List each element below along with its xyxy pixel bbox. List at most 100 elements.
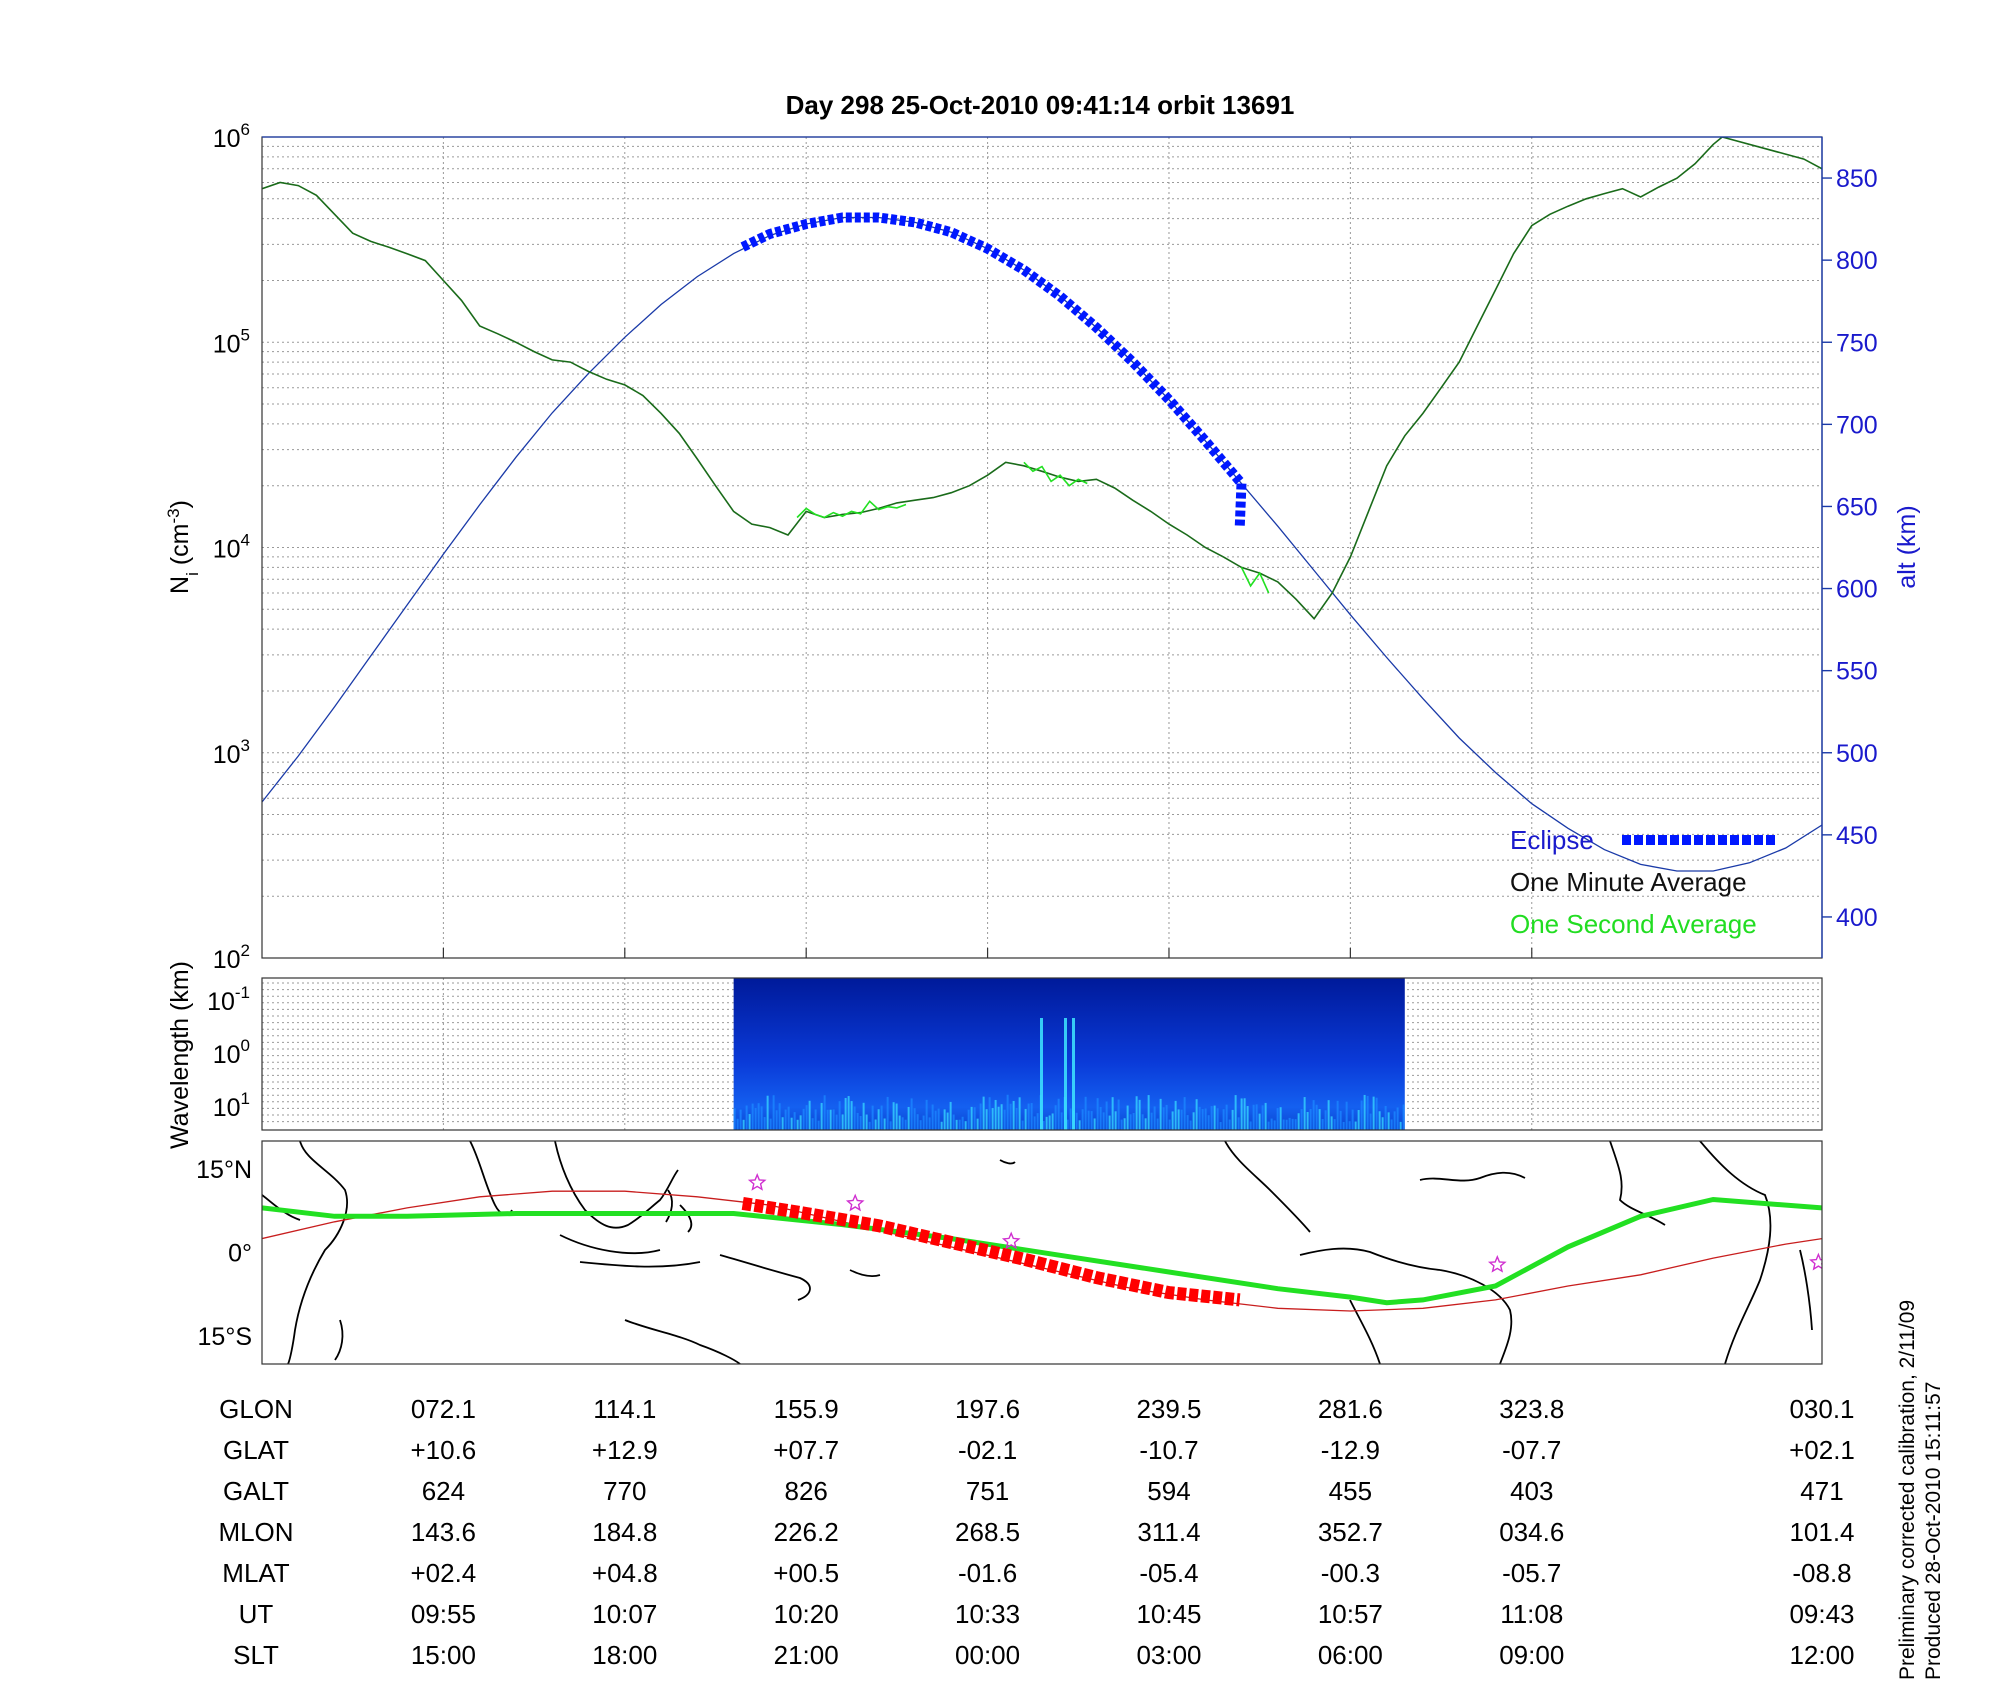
spectrogram-streak xyxy=(1201,1109,1204,1130)
spectrogram-streak xyxy=(883,1118,886,1130)
spectrogram-streak xyxy=(1162,1107,1165,1130)
spectrogram-streak xyxy=(1288,1117,1291,1130)
spectrogram-streak xyxy=(1015,1107,1018,1130)
map-star-marker xyxy=(845,1193,865,1212)
wavelength-ticks: 10-1 100 101 xyxy=(207,983,250,1122)
spectrogram-streak xyxy=(1087,1110,1090,1130)
spectrogram-streak xyxy=(1327,1100,1330,1130)
map-star-marker xyxy=(747,1172,767,1191)
table-cell: -10.7 xyxy=(1139,1435,1198,1465)
spectrogram-streak xyxy=(1324,1110,1327,1130)
latitude-ticks: 15°N 0° 15°S xyxy=(196,1156,252,1351)
spectrogram-streak xyxy=(895,1103,898,1130)
table-cell: 403 xyxy=(1510,1476,1553,1506)
spectrogram-streak xyxy=(844,1097,847,1130)
table-cell: 268.5 xyxy=(955,1517,1020,1547)
altitude-tick-label: 800 xyxy=(1836,247,1878,275)
spectrogram-streak xyxy=(910,1098,913,1130)
table-cell: 10:33 xyxy=(955,1599,1020,1629)
density-tick-label: 105 xyxy=(213,325,250,358)
spectrogram-streak xyxy=(1360,1100,1363,1130)
spectrogram-streak xyxy=(1330,1116,1333,1130)
spectrogram-streak xyxy=(763,1117,766,1130)
spectrogram-streak xyxy=(859,1115,862,1130)
spectrogram-streak xyxy=(1075,1112,1078,1130)
spectrogram-streak xyxy=(985,1109,988,1130)
spectrogram-streak xyxy=(922,1115,925,1130)
east-africa-coast xyxy=(1799,1249,1813,1331)
spectrogram-streak xyxy=(1213,1105,1216,1130)
caribbean-islands xyxy=(1419,1171,1526,1182)
spectrogram-streak xyxy=(1390,1119,1393,1130)
spectrogram-streak xyxy=(1006,1094,1009,1130)
spectrogram-streak xyxy=(1312,1100,1315,1130)
spectrogram-streak xyxy=(817,1120,820,1130)
spectrogram-streak xyxy=(1129,1114,1132,1130)
spectrogram-streak xyxy=(1114,1111,1117,1130)
wavelength-tick-label: 10-1 xyxy=(207,983,250,1016)
spectrogram-streak xyxy=(1036,1113,1039,1130)
spectrogram-streak xyxy=(1078,1120,1081,1130)
spectrogram-streak xyxy=(784,1109,787,1130)
table-cell: 114.1 xyxy=(593,1394,656,1424)
spectrogram-streak xyxy=(1099,1106,1102,1130)
table-row-header: GALT xyxy=(223,1476,289,1506)
spectrogram-streak xyxy=(967,1109,970,1130)
spectrogram-streak xyxy=(1321,1119,1324,1130)
map-eclipse-segment xyxy=(741,1196,1241,1307)
spectrogram-streak xyxy=(1315,1104,1318,1130)
spectrogram-streak xyxy=(1054,1105,1057,1130)
table-cell: 184.8 xyxy=(592,1517,657,1547)
west-africa-coast xyxy=(1609,1141,1772,1364)
legend-one-second-label: One Second Average xyxy=(1510,909,1757,939)
table-row-header: MLAT xyxy=(222,1558,290,1588)
spectrogram-streak xyxy=(1243,1098,1246,1130)
spectrogram-streak xyxy=(1366,1095,1369,1130)
map-star-marker xyxy=(1809,1252,1822,1271)
spectrogram-streak xyxy=(1093,1118,1096,1130)
table-cell: 323.8 xyxy=(1499,1394,1564,1424)
spectrogram-streak xyxy=(778,1103,781,1130)
spectrogram-streak xyxy=(970,1106,973,1130)
spectrogram-streak xyxy=(958,1119,961,1130)
spectrogram-streak xyxy=(760,1106,763,1130)
spectrogram-streak xyxy=(1336,1100,1339,1130)
spectrogram-streak xyxy=(940,1121,943,1130)
spectrogram-streak xyxy=(1357,1109,1360,1130)
altitude-tick-label: 400 xyxy=(1836,904,1878,932)
spectrogram-streak xyxy=(1000,1104,1003,1130)
density-panel: 102 103 104 105 106 400 450 500 550 600 650 700 750… xyxy=(164,120,1922,974)
table-cell: 21:00 xyxy=(774,1640,839,1670)
spectrogram-streak xyxy=(955,1119,958,1130)
table-cell: 15:00 xyxy=(411,1640,476,1670)
spectrogram-streak xyxy=(913,1108,916,1130)
spectrogram-streak xyxy=(1180,1109,1183,1130)
spectrogram-streak xyxy=(1156,1118,1159,1130)
spectrogram-streak xyxy=(805,1105,808,1130)
spectrogram-spike xyxy=(1040,1018,1043,1130)
spectrogram-streak xyxy=(1264,1102,1267,1130)
spectrogram-streak xyxy=(1135,1096,1138,1130)
spectrogram-streak xyxy=(925,1099,928,1130)
spectrogram-streak xyxy=(1240,1098,1243,1130)
spectrogram-frame xyxy=(261,977,1823,1131)
table-cell: +02.1 xyxy=(1789,1435,1855,1465)
spectrogram-streak xyxy=(781,1117,784,1130)
spectrogram-streak xyxy=(814,1109,817,1130)
table-cell: -07.7 xyxy=(1502,1435,1561,1465)
spectrogram-streak xyxy=(766,1095,769,1130)
density-minor-grid xyxy=(262,136,1822,959)
spectrogram-streak xyxy=(1285,1119,1288,1130)
spectrogram-streak xyxy=(757,1103,760,1130)
table-cell: 770 xyxy=(603,1476,646,1506)
spectrogram-streak xyxy=(799,1115,802,1130)
spectrogram-streak xyxy=(742,1119,745,1130)
spectrogram-streak xyxy=(865,1114,868,1130)
density-tick-label: 106 xyxy=(213,120,250,153)
spectrogram-streak xyxy=(754,1108,757,1130)
spectrogram-streak xyxy=(988,1097,991,1130)
spectrogram-streak xyxy=(1042,1121,1045,1130)
spectrogram-streak xyxy=(1066,1119,1069,1130)
spectrogram-streak xyxy=(1249,1121,1252,1130)
spectrogram-streak xyxy=(856,1112,859,1130)
